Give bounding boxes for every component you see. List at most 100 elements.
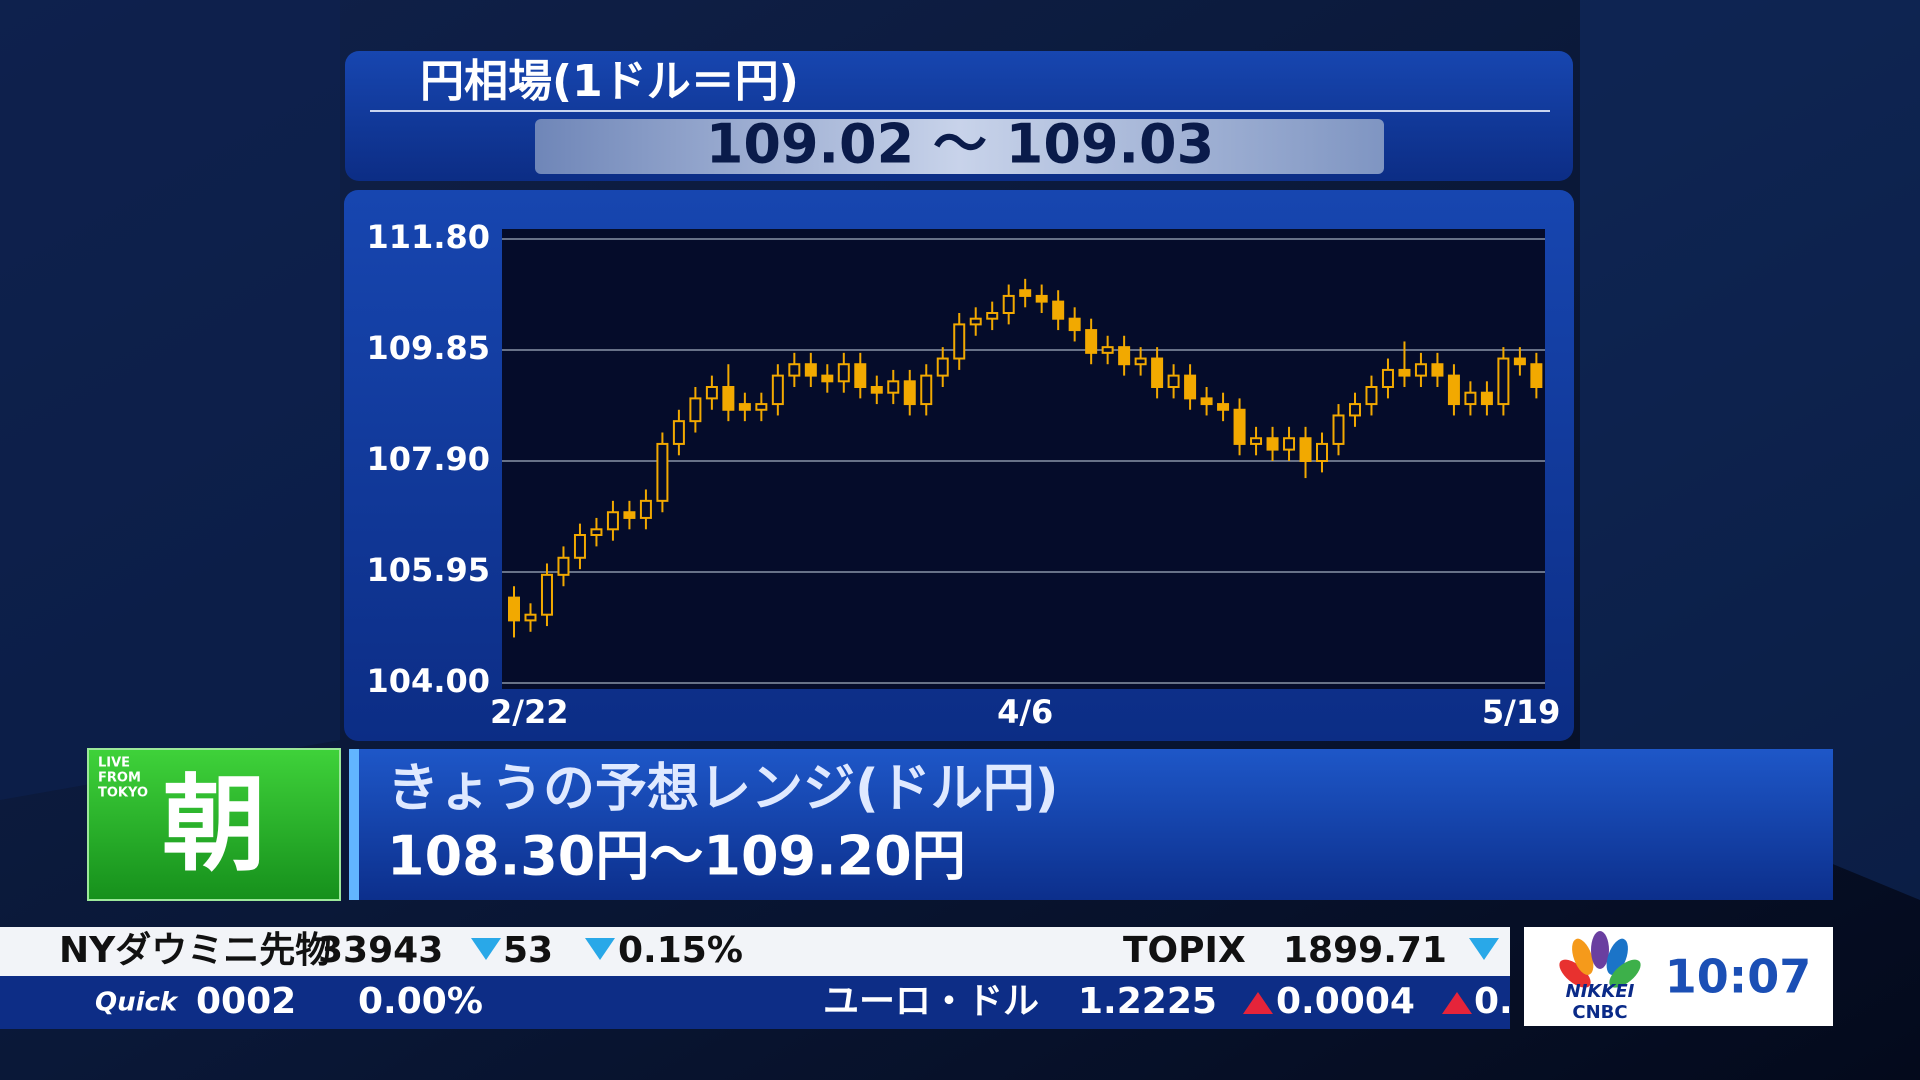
candle-body <box>953 323 966 360</box>
down-arrow <box>585 938 615 960</box>
ticker-text: 33943 <box>318 930 443 971</box>
bg-shape <box>0 0 340 800</box>
ticker-text: 0.15% <box>618 930 743 971</box>
candle-body <box>1167 374 1180 389</box>
ticker-text: 0.0004 <box>1276 981 1415 1022</box>
candle-body <box>1464 391 1477 406</box>
candle-body <box>1250 437 1263 445</box>
candle-body <box>986 312 999 320</box>
morning-kanji: 朝 <box>162 763 266 885</box>
logo-nikkei: NIKKEI <box>1566 981 1635 1002</box>
live-label: LIVE <box>98 756 130 771</box>
candle-body <box>821 374 834 383</box>
candle-body <box>870 386 883 394</box>
candle-body <box>1381 368 1394 388</box>
x-tick-label: 5/19 <box>1482 693 1560 731</box>
x-tick-label: 4/6 <box>997 693 1053 731</box>
candle-body <box>738 403 751 411</box>
candle-body <box>969 317 982 326</box>
ticker-row <box>0 927 1510 976</box>
banner-headline: きょうの予想レンジ(ドル円) <box>387 759 1059 819</box>
candle-body <box>1447 374 1460 406</box>
candle-body <box>606 511 619 531</box>
candle-body <box>1316 442 1329 462</box>
clock: 10:07 <box>1665 950 1811 1004</box>
y-tick-label: 111.80 <box>367 218 490 256</box>
peacock <box>1559 931 1641 988</box>
candle-body <box>1431 363 1444 377</box>
candle-body <box>1101 346 1114 354</box>
ticker-text: 1899.71 <box>1283 930 1447 971</box>
candle-body <box>573 534 586 559</box>
candle-body <box>1068 317 1081 332</box>
candle-body <box>804 363 817 377</box>
y-tick-label: 104.00 <box>367 662 490 700</box>
y-tick-label: 107.90 <box>367 440 490 478</box>
candle-body <box>771 374 784 406</box>
candle-body <box>705 386 718 400</box>
banner-range: 108.30円〜109.20円 <box>387 825 966 888</box>
x-tick-label: 2/22 <box>490 693 568 731</box>
banner-accent <box>349 749 359 900</box>
live-label: TOKYO <box>98 786 148 801</box>
bg-shape <box>1580 0 1920 900</box>
ticker-text: 1.2225 <box>1078 981 1217 1022</box>
candle-body <box>854 363 867 389</box>
candle-body <box>1035 294 1048 303</box>
candle-body <box>508 596 520 622</box>
y-tick-label: 105.95 <box>367 551 490 589</box>
ticker-text: 0.00% <box>358 981 483 1022</box>
candle-body <box>1299 437 1312 463</box>
candle-body <box>1530 363 1543 389</box>
candle-body <box>1497 357 1510 406</box>
candle-body <box>1002 294 1015 314</box>
ticker-text: NYダウミニ先物 <box>59 930 331 971</box>
plot-area <box>502 229 1545 689</box>
candle-body <box>1332 414 1345 445</box>
ticker-text: 0002 <box>196 981 296 1022</box>
candle-body <box>689 397 702 423</box>
candle-body <box>887 380 900 394</box>
candle-body <box>1052 300 1065 320</box>
candle-body <box>1184 374 1197 400</box>
candle-body <box>1151 357 1164 388</box>
ticker-text: Quick <box>95 988 179 1018</box>
candle-body <box>755 403 768 411</box>
candle-body <box>1348 403 1361 417</box>
up-arrow <box>1442 992 1472 1014</box>
down-arrow <box>1469 938 1499 960</box>
candle-body <box>1217 403 1230 411</box>
candle-body <box>1085 329 1098 354</box>
header-title: 円相場(1ドル＝円) <box>420 56 799 107</box>
ticker-text: 53 <box>503 930 553 971</box>
up-arrow <box>1243 992 1273 1014</box>
candle-body <box>672 420 685 445</box>
candle-body <box>1365 386 1378 406</box>
candle-body <box>722 386 735 411</box>
candle-body <box>540 573 553 616</box>
logo-cnbc: CNBC <box>1572 1002 1627 1023</box>
ticker-text: ユーロ・ドル <box>823 981 1039 1022</box>
candle-body <box>623 511 636 519</box>
candle-body <box>1480 391 1493 406</box>
candle-body <box>1019 289 1032 297</box>
candle-body <box>837 363 850 383</box>
live-label: FROM <box>98 771 141 786</box>
rate-text: 109.02 〜 109.03 <box>706 113 1214 176</box>
news-banner <box>349 749 1833 900</box>
candle-body <box>1200 397 1213 406</box>
candle-body <box>524 613 537 622</box>
candle-body <box>1118 346 1131 366</box>
candle-body <box>1233 408 1246 445</box>
candle-body <box>590 528 603 536</box>
rate-bar <box>535 119 1384 174</box>
ticker-text: 0. <box>1474 981 1513 1022</box>
ticker-text: TOPIX <box>1123 930 1246 971</box>
candle-body <box>1134 357 1147 366</box>
candle-body <box>788 363 801 377</box>
candle-body <box>1398 368 1411 377</box>
down-arrow <box>471 938 501 960</box>
candle-body <box>936 357 949 377</box>
